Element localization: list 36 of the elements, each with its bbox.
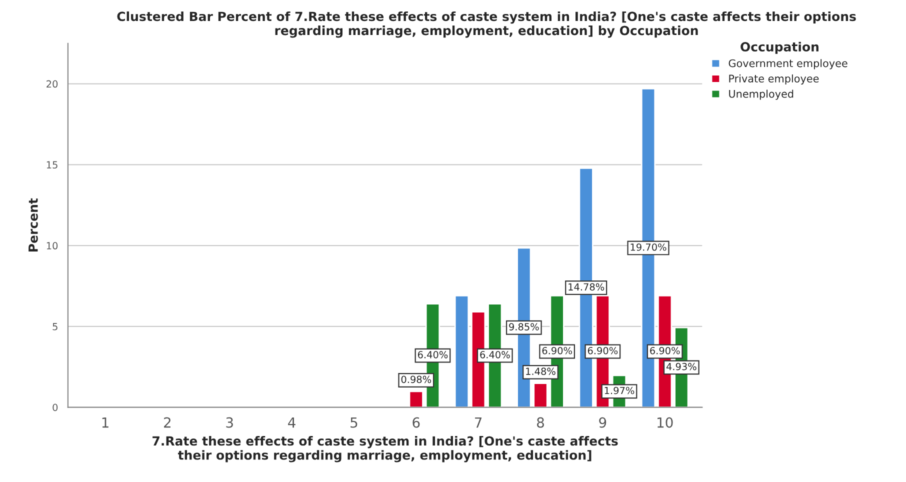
y-tick-label: 0 — [52, 404, 58, 412]
legend-label: Private employee — [729, 74, 819, 85]
x-tick-label: 9 — [599, 417, 606, 428]
x-axis-title: 7.Rate these effects of caste system in India? [One's caste affects their options regarding marriage, employment, education] — [152, 436, 618, 462]
y-tick-label: 20 — [46, 80, 58, 88]
x-tick-label: 4 — [288, 417, 296, 428]
legend-label: Unemployed — [729, 90, 794, 100]
x-tick-label: 8 — [537, 417, 544, 428]
data-label: 6.90% — [588, 346, 618, 354]
x-tick-label: 2 — [164, 417, 170, 428]
y-tick-label: 5 — [52, 323, 58, 330]
x-tick-label: 3 — [226, 417, 233, 428]
bar — [408, 390, 424, 408]
data-label: 6.40% — [418, 351, 448, 358]
x-tick-label: 6 — [412, 417, 420, 428]
data-label: 6.90% — [650, 346, 680, 354]
data-label: 1.48% — [526, 368, 556, 375]
data-label: 6.90% — [542, 346, 572, 354]
x-tick-label: 7 — [475, 417, 482, 428]
bar — [454, 294, 470, 408]
x-tick-label: 10 — [658, 417, 673, 428]
data-label: 0.98% — [401, 376, 432, 384]
data-label: 4.93% — [666, 362, 696, 370]
legend-label: Government employee — [728, 59, 848, 70]
data-label: 19.70% — [630, 243, 666, 251]
y-axis-title: Percent — [28, 198, 38, 252]
y-tick-label: 10 — [46, 242, 58, 250]
data-label: 1.97% — [604, 386, 634, 394]
data-label: 9.85% — [509, 323, 539, 330]
x-tick-label: 1 — [102, 417, 108, 428]
data-label: 14.78% — [568, 283, 604, 291]
legend-title: Occupation — [740, 42, 818, 54]
y-tick-label: 15 — [46, 161, 58, 169]
x-tick-label: 5 — [350, 417, 358, 428]
chart-title: Clustered Bar Percent of 7.Rate these effects of caste system in India? [One's caste affects their options regarding marriage, employment, education] by Occupation — [117, 11, 856, 38]
data-label: 6.40% — [480, 351, 510, 358]
